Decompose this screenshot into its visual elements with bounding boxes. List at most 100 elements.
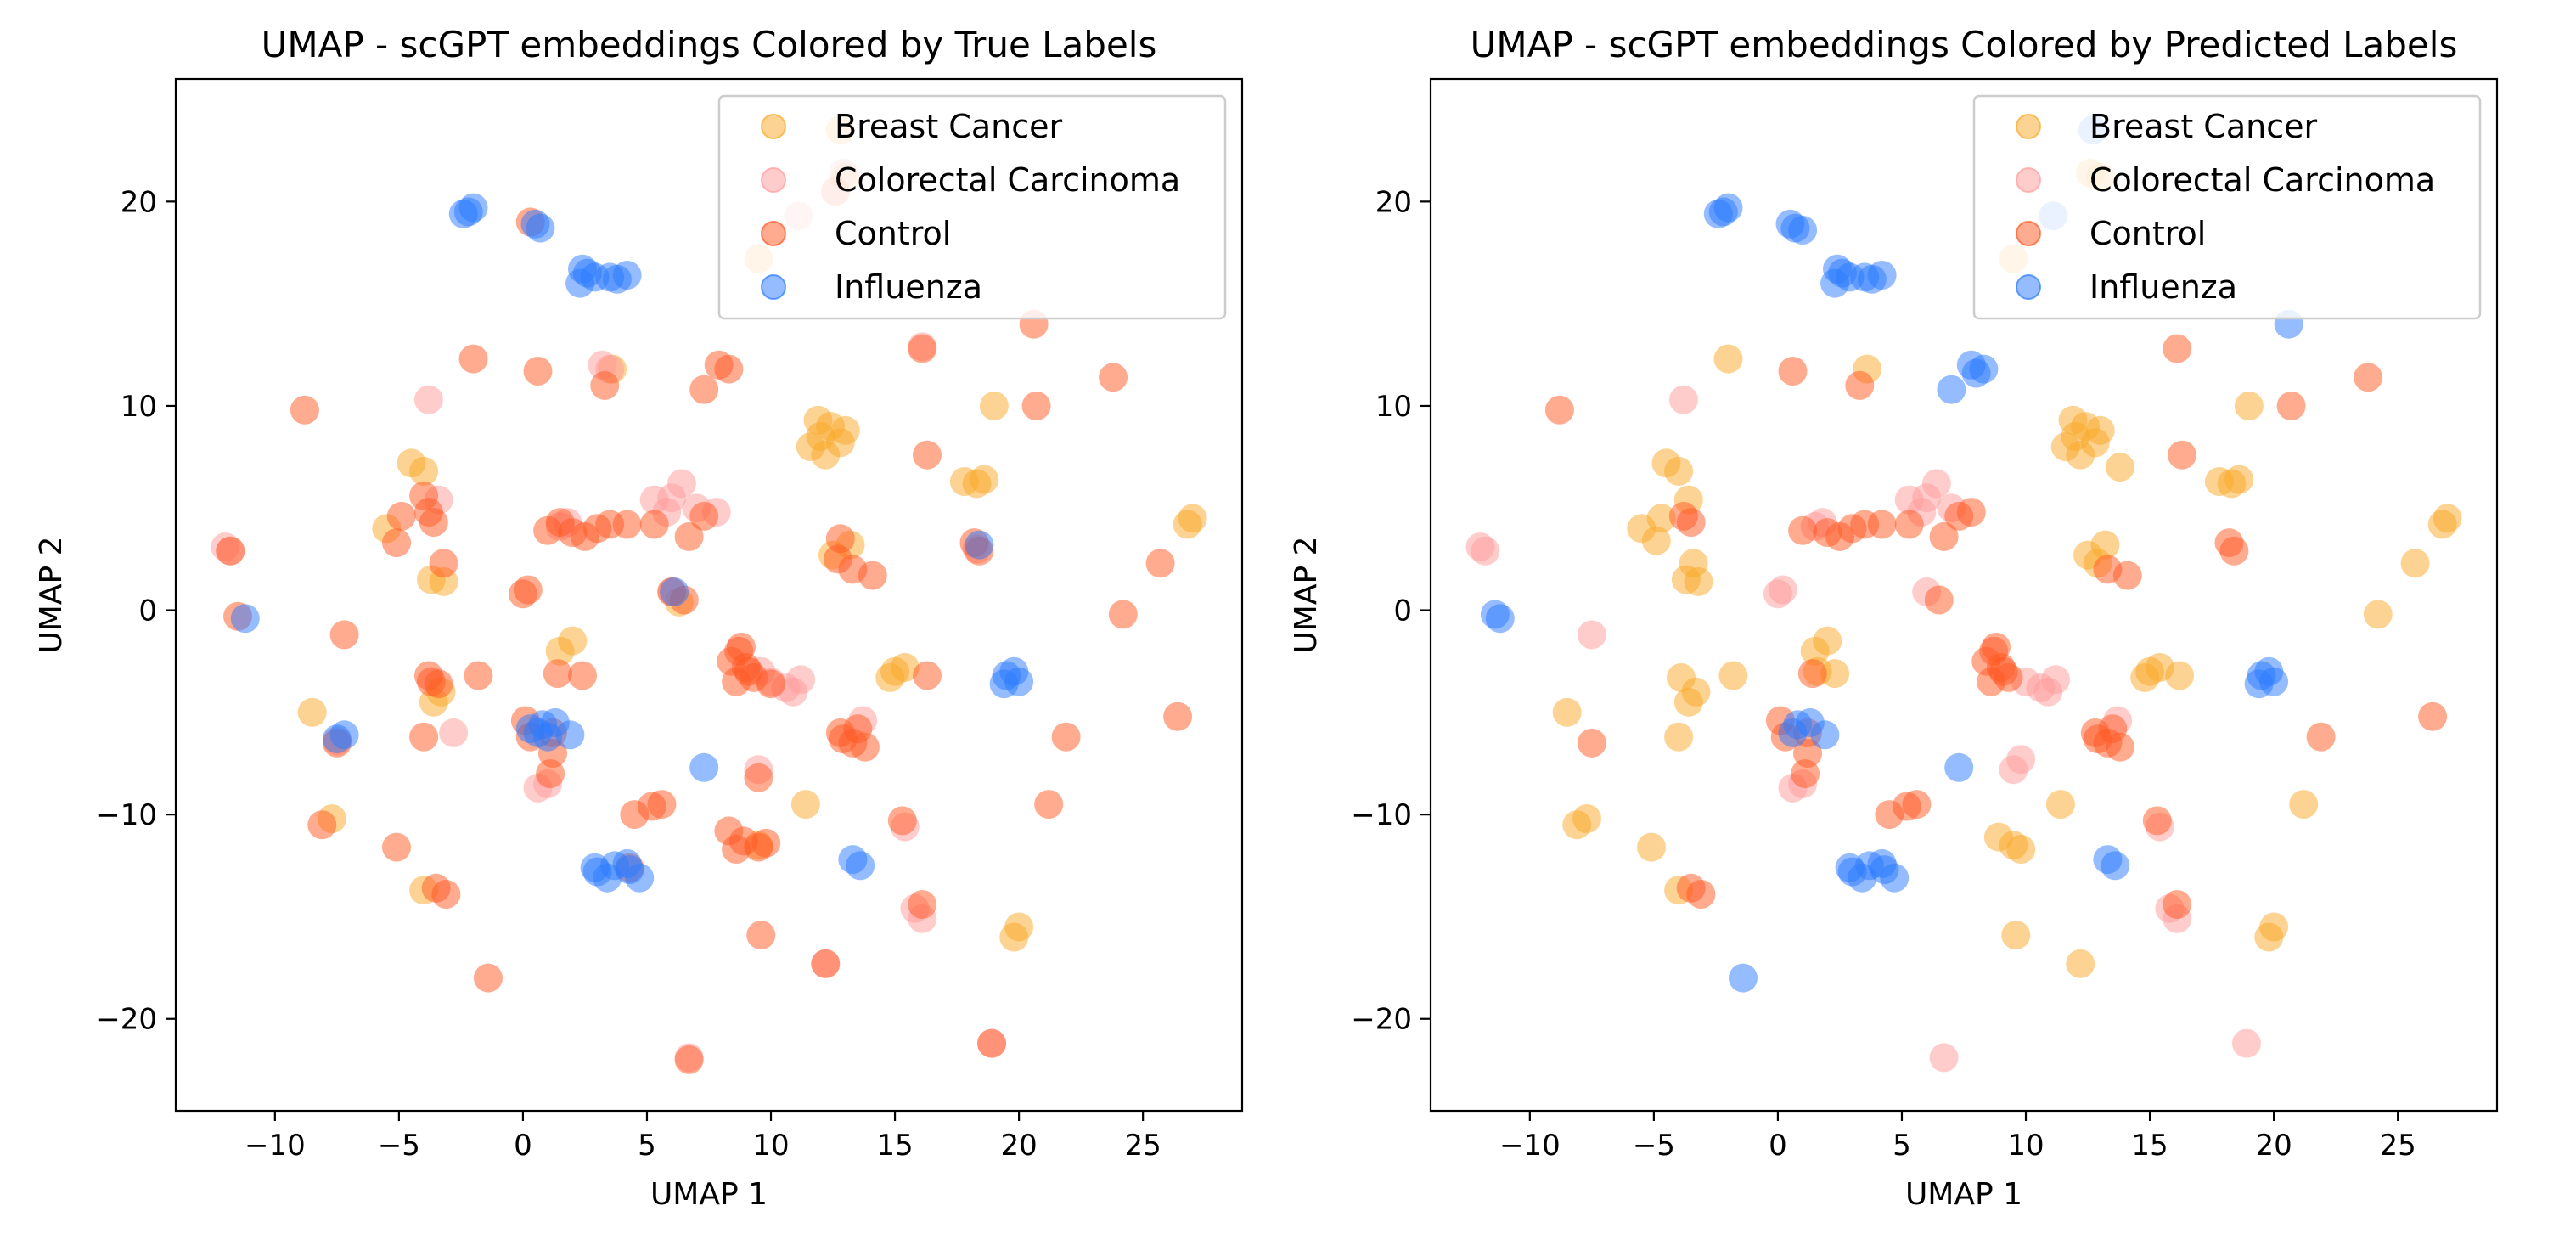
point-control (1894, 510, 1924, 539)
point-influenza (602, 264, 632, 294)
legend-label-breast-cancer: Breast Cancer (835, 108, 1062, 145)
point-control (2098, 714, 2128, 744)
point-control (1924, 585, 1954, 615)
point-breast-cancer (1664, 456, 1694, 486)
x-tick-label: 0 (1769, 1129, 1787, 1163)
legend-label-influenza: Influenza (2089, 268, 2237, 306)
point-colorectal-carcinoma (439, 718, 469, 747)
point-breast-cancer (2234, 392, 2264, 420)
point-control (1797, 659, 1827, 689)
point-control (1021, 392, 1051, 420)
point-breast-cancer (2165, 661, 2195, 690)
point-breast-cancer (999, 922, 1029, 952)
point-control (1034, 790, 1064, 820)
point-control (1051, 722, 1081, 752)
point-control (756, 669, 785, 699)
point-control (431, 880, 461, 909)
point-control (2354, 363, 2383, 392)
point-control (2142, 806, 2172, 836)
point-control (568, 661, 597, 690)
legend-marker-control (2016, 221, 2041, 246)
point-influenza (689, 752, 719, 782)
point-breast-cancer (830, 415, 860, 445)
x-tick-label: 25 (1125, 1129, 1161, 1163)
point-control (612, 510, 642, 539)
point-breast-cancer (2254, 922, 2284, 952)
point-control (1845, 370, 1875, 400)
point-control (1929, 521, 1959, 551)
x-tick-label: −10 (245, 1129, 306, 1163)
point-control (1108, 600, 1138, 629)
point-control (843, 714, 873, 744)
point-breast-cancer (1718, 661, 1748, 690)
point-influenza (322, 724, 352, 754)
point-colorectal-carcinoma (2232, 1028, 2261, 1058)
point-control (908, 890, 937, 919)
point-breast-cancer (2066, 440, 2095, 470)
chart-title: UMAP - scGPT embeddings Colored by Predi… (1471, 24, 2458, 65)
point-breast-cancer (1664, 722, 1694, 752)
point-colorectal-carcinoma (1921, 469, 1951, 499)
y-tick-label: −20 (1351, 1003, 1412, 1037)
scatter-points (1465, 115, 2462, 1073)
point-control (409, 722, 439, 752)
point-control (464, 661, 493, 690)
point-control (1982, 632, 2011, 662)
point-breast-cancer (297, 697, 327, 727)
legend-label-control: Control (835, 215, 951, 252)
point-control (913, 440, 942, 470)
y-tick-label: 20 (1375, 185, 1412, 219)
point-breast-cancer (1641, 526, 1671, 555)
point-breast-cancer (2045, 790, 2075, 820)
y-tick-label: −20 (96, 1003, 157, 1037)
x-tick-label: 5 (1893, 1129, 1911, 1163)
x-tick-label: 20 (2255, 1129, 2292, 1163)
legend-marker-control (761, 221, 786, 246)
point-breast-cancer (409, 456, 439, 486)
point-influenza (1810, 720, 1840, 750)
point-control (734, 656, 763, 686)
point-control (751, 828, 781, 858)
point-control (746, 921, 776, 950)
point-influenza (572, 258, 602, 288)
point-control (536, 759, 565, 788)
plot-frame (1429, 77, 2499, 1113)
point-control (674, 1045, 704, 1074)
point-colorectal-carcinoma (413, 385, 443, 414)
point-influenza (1835, 853, 1865, 882)
point-breast-cancer (1552, 697, 1582, 727)
plot-frame (174, 77, 1244, 1113)
point-control (858, 561, 887, 590)
point-control (2163, 334, 2192, 363)
point-influenza (1944, 752, 1974, 782)
legend-marker-colorectal-carcinoma (761, 167, 786, 193)
point-control (1956, 498, 1986, 527)
point-control (1099, 363, 1128, 392)
point-control (908, 334, 937, 363)
point-control (1676, 508, 1706, 538)
point-colorectal-carcinoma (1763, 579, 1792, 609)
point-control (543, 659, 572, 689)
legend-marker-breast-cancer (2016, 114, 2041, 139)
point-breast-cancer (1679, 549, 1708, 578)
y-tick-label: 20 (121, 185, 157, 219)
point-control (508, 579, 537, 609)
legend: Breast Cancer Colorectal Carcinoma Control… (717, 94, 1227, 320)
point-control (458, 344, 488, 374)
point-influenza (1778, 718, 1808, 747)
x-tick-label: 5 (638, 1129, 656, 1163)
legend-marker-influenza (761, 274, 786, 300)
point-control (474, 963, 503, 993)
point-breast-cancer (2006, 835, 2036, 864)
point-breast-cancer (1813, 626, 1842, 656)
y-tick-label: 10 (1375, 390, 1412, 424)
point-breast-cancer (2106, 453, 2134, 482)
point-control (1788, 515, 1818, 545)
point-influenza (523, 718, 553, 747)
point-breast-cancer (2289, 790, 2319, 820)
point-control (1988, 656, 2018, 686)
point-breast-cancer (2363, 600, 2393, 629)
point-control (1686, 880, 1716, 909)
point-control (647, 790, 677, 820)
point-control (2418, 701, 2448, 731)
